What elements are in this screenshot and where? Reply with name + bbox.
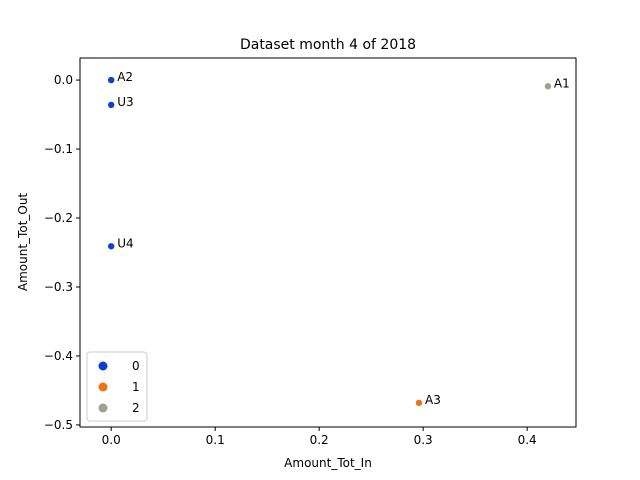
data-point-u3 bbox=[107, 101, 115, 109]
legend-marker-1 bbox=[98, 382, 108, 392]
plot-area bbox=[79, 57, 577, 428]
legend-label-2: 2 bbox=[132, 401, 140, 415]
legend-marker-0 bbox=[98, 361, 108, 371]
legend-label-0: 0 bbox=[132, 359, 140, 373]
x-axis-label: Amount_Tot_In bbox=[284, 456, 372, 470]
data-point-u4 bbox=[107, 243, 115, 250]
point-label-a2: A2 bbox=[117, 70, 133, 84]
data-point-a2 bbox=[107, 76, 115, 84]
y-tick-label: −0.1 bbox=[44, 142, 73, 156]
x-tick-label: 0.1 bbox=[206, 433, 225, 447]
legend-label-1: 1 bbox=[132, 380, 140, 394]
legend-marker-2 bbox=[98, 403, 108, 413]
data-point-a3 bbox=[415, 399, 423, 407]
point-label-u4: U4 bbox=[117, 236, 133, 250]
legend: 0 1 2 bbox=[86, 351, 148, 422]
x-axis: 0.0 0.1 0.2 0.3 0.4 bbox=[102, 427, 537, 447]
y-tick-label: −0.5 bbox=[44, 418, 73, 432]
chart-title: Dataset month 4 of 2018 bbox=[240, 37, 416, 53]
y-axis-label: Amount_Tot_Out bbox=[16, 193, 30, 292]
data-point-a1 bbox=[544, 83, 552, 90]
x-tick-label: 0.3 bbox=[414, 433, 433, 447]
y-tick-label: 0.0 bbox=[54, 73, 73, 87]
point-label-a3: A3 bbox=[425, 393, 441, 407]
x-tick-label: 0.4 bbox=[518, 433, 537, 447]
y-axis: 0.0 −0.1 −0.2 −0.3 −0.4 −0.5 bbox=[44, 73, 80, 432]
point-label-a1: A1 bbox=[554, 76, 570, 90]
y-tick-label: −0.4 bbox=[44, 349, 73, 363]
x-tick-label: 0.0 bbox=[102, 433, 121, 447]
x-tick-label: 0.2 bbox=[310, 433, 329, 447]
point-label-u3: U3 bbox=[117, 95, 133, 109]
y-tick-label: −0.3 bbox=[44, 280, 73, 294]
y-tick-label: −0.2 bbox=[44, 211, 73, 225]
data-points: A2 U3 U4 A1 A3 bbox=[107, 70, 570, 407]
